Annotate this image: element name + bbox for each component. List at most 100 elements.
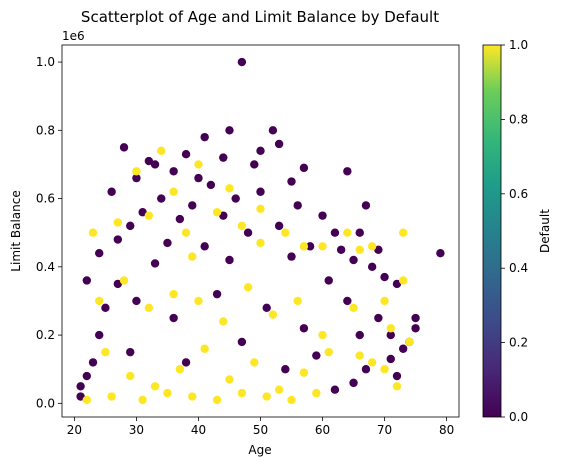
data-point-default-1	[175, 365, 185, 374]
data-point-default-0	[380, 272, 389, 282]
data-point-default-0	[237, 337, 247, 347]
data-point-default-0	[349, 255, 358, 265]
data-point-default-1	[225, 375, 234, 384]
data-point-default-0	[119, 143, 129, 152]
colorbar-tick-label: 0.6	[509, 187, 528, 201]
x-axis-label: Age	[248, 443, 271, 457]
data-point-default-0	[163, 238, 172, 248]
data-point-default-1	[95, 296, 104, 306]
data-point-default-0	[225, 255, 234, 265]
data-point-default-0	[175, 214, 185, 224]
data-point-default-0	[361, 201, 371, 210]
y-tick-label: 1.0	[36, 55, 55, 69]
data-point-default-0	[349, 378, 358, 388]
colorbar-tick-label: 0.8	[509, 112, 528, 126]
data-point-default-0	[169, 313, 178, 323]
data-point-default-0	[299, 163, 309, 173]
data-point-default-0	[274, 221, 284, 231]
data-point-default-0	[436, 248, 445, 258]
y-tick-label: 0.2	[36, 328, 55, 342]
data-point-default-1	[250, 358, 259, 367]
data-point-default-0	[231, 194, 240, 203]
data-point-default-0	[88, 358, 98, 367]
data-point-default-0	[287, 177, 296, 186]
data-point-default-0	[343, 296, 352, 306]
data-point-default-0	[181, 150, 191, 159]
data-point-default-1	[237, 388, 247, 398]
data-point-default-1	[367, 358, 377, 367]
data-point-default-0	[243, 228, 253, 237]
data-point-default-1	[107, 392, 116, 401]
y-axis-label: Limit Balance	[9, 190, 23, 271]
data-point-default-0	[262, 303, 271, 312]
data-point-default-0	[107, 187, 116, 196]
data-point-default-1	[299, 242, 309, 251]
data-point-default-0	[305, 242, 315, 251]
x-tick-label: 20	[67, 423, 82, 437]
data-point-default-0	[76, 382, 85, 391]
data-point-default-0	[206, 180, 216, 190]
x-tick-label: 50	[253, 423, 268, 437]
points-layer	[76, 57, 445, 405]
data-point-default-0	[411, 324, 420, 333]
data-point-default-0	[144, 156, 154, 166]
data-point-default-1	[355, 245, 364, 254]
y-offset-label: 1e6	[62, 29, 85, 43]
data-point-default-1	[398, 276, 408, 285]
y-tick-label: 0.4	[36, 260, 55, 274]
x-tick-label: 40	[191, 423, 206, 437]
data-point-default-1	[318, 242, 327, 251]
y-tick-label: 0.8	[36, 123, 55, 137]
data-point-default-0	[374, 313, 383, 323]
data-point-default-1	[225, 184, 234, 193]
data-point-default-1	[212, 208, 222, 217]
data-point-default-0	[287, 252, 296, 261]
data-point-default-0	[336, 245, 346, 254]
data-point-default-0	[132, 173, 141, 183]
data-point-default-0	[188, 201, 197, 210]
data-point-default-1	[380, 296, 389, 306]
data-point-default-1	[367, 242, 377, 251]
data-point-default-0	[386, 330, 395, 340]
data-point-default-1	[138, 395, 147, 405]
data-point-default-1	[169, 187, 178, 196]
data-point-default-1	[163, 388, 172, 398]
data-point-default-1	[119, 276, 129, 285]
data-point-default-0	[330, 228, 340, 237]
colorbar-axis: 0.0 0.2 0.4 0.6 0.8 1.0	[501, 38, 528, 424]
data-point-default-0	[219, 153, 228, 162]
data-point-default-0	[138, 208, 147, 217]
data-point-default-1	[113, 218, 123, 227]
data-point-default-0	[299, 324, 309, 333]
data-point-default-0	[392, 371, 402, 381]
data-point-default-1	[355, 351, 364, 360]
colorbar-label: Default	[538, 209, 552, 253]
data-point-default-0	[212, 289, 222, 299]
data-point-default-1	[144, 303, 154, 312]
data-point-default-1	[386, 324, 395, 333]
data-point-default-1	[392, 382, 402, 391]
data-point-default-1	[126, 371, 135, 381]
data-point-default-0	[355, 228, 364, 237]
data-point-default-1	[243, 283, 253, 292]
data-point-default-0	[181, 358, 191, 367]
data-point-default-0	[386, 354, 395, 364]
data-point-default-1	[324, 347, 333, 357]
data-point-default-0	[200, 242, 209, 251]
data-point-default-1	[287, 395, 296, 405]
data-point-default-0	[318, 211, 327, 220]
data-point-default-1	[132, 167, 141, 176]
colorbar-tick-label: 0.4	[509, 261, 528, 275]
data-point-default-0	[411, 313, 420, 323]
x-tick-label: 30	[129, 423, 144, 437]
data-point-default-1	[219, 317, 228, 326]
data-point-default-0	[343, 167, 352, 176]
x-tick-label: 60	[315, 423, 330, 437]
data-point-default-0	[281, 365, 290, 374]
data-point-default-0	[324, 276, 333, 285]
data-point-default-0	[225, 126, 234, 135]
data-point-default-1	[299, 368, 309, 377]
data-point-default-0	[274, 139, 284, 149]
y-tick-label: 0.6	[36, 192, 55, 206]
colorbar-tick-label: 0.0	[509, 410, 528, 424]
